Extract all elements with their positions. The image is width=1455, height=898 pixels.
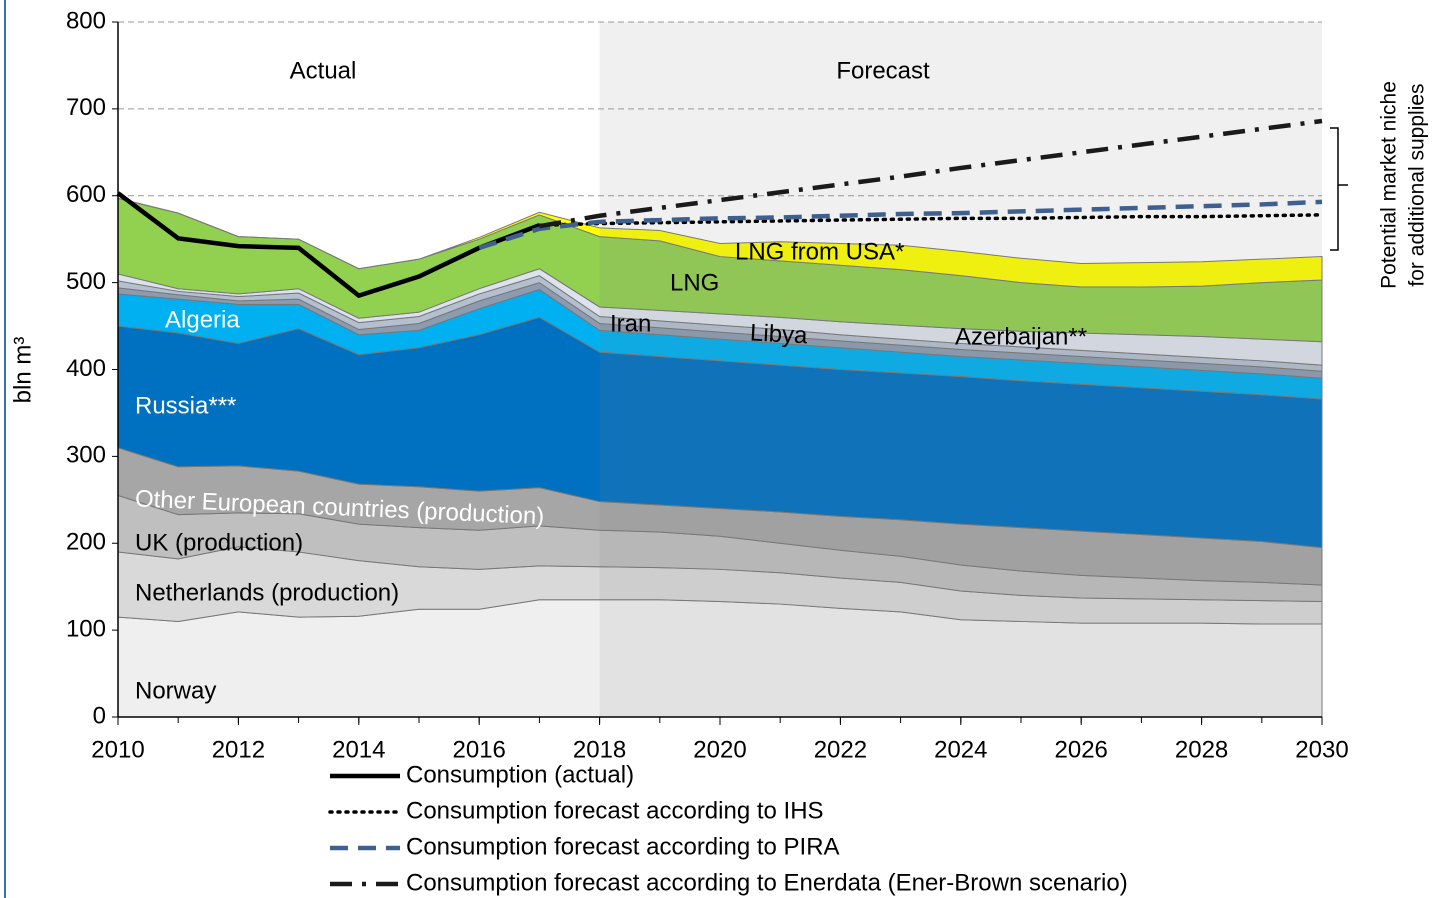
y-tick-label: 300	[66, 442, 106, 469]
line	[537, 213, 1324, 228]
x-tick-label: 2016	[453, 736, 506, 763]
area-label: Algeria	[165, 306, 240, 333]
region-label: Actual	[290, 57, 357, 84]
y-tick-label: 200	[66, 529, 106, 556]
x-tick-label: 2024	[934, 736, 987, 763]
area	[117, 197, 1323, 288]
bracket	[1330, 127, 1348, 251]
annotation: for additional supplies	[1406, 83, 1429, 286]
annotation: Potential market niche	[1378, 81, 1401, 289]
area-label: Russia***	[135, 392, 236, 419]
x-tick-label: 2012	[212, 736, 265, 763]
y-tick-label: 400	[66, 355, 106, 382]
area-label: Libya	[749, 319, 808, 349]
x-tick-label: 2030	[1295, 736, 1348, 763]
x-tick-label: 2010	[91, 736, 144, 763]
line	[539, 118, 1323, 229]
x-tick-label: 2022	[814, 736, 867, 763]
legend-label: Consumption (actual)	[406, 761, 634, 788]
x-tick-label: 2020	[693, 736, 746, 763]
forecast-region	[599, 22, 1322, 717]
y-tick-label: 700	[66, 94, 106, 121]
legend-label: Consumption forecast according to IHS	[406, 797, 824, 824]
area-label: Iran	[610, 310, 651, 337]
region-label: Forecast	[836, 57, 930, 84]
y-tick-label: 100	[66, 615, 106, 642]
area-label: UK (production)	[135, 529, 303, 556]
x-tick-label: 2014	[332, 736, 385, 763]
area-label: Norway	[135, 677, 216, 704]
area-label: LNG from USA*	[735, 238, 904, 265]
area-label: Azerbaijan**	[955, 323, 1087, 350]
legend-label: Consumption forecast according to PIRA	[406, 833, 840, 860]
y-axis-label: bln m³	[9, 337, 36, 404]
area-label: LNG	[670, 269, 719, 296]
legend-label: Consumption forecast according to Enerda…	[406, 869, 1128, 896]
y-tick-label: 500	[66, 268, 106, 295]
y-tick-label: 800	[66, 7, 106, 34]
line	[116, 191, 541, 299]
line	[478, 199, 1323, 251]
y-tick-label: 600	[66, 181, 106, 208]
x-tick-label: 2018	[573, 736, 626, 763]
x-tick-label: 2026	[1055, 736, 1108, 763]
y-tick-label: 0	[93, 702, 106, 729]
x-tick-label: 2028	[1175, 736, 1228, 763]
area-label: Netherlands (production)	[135, 579, 399, 606]
